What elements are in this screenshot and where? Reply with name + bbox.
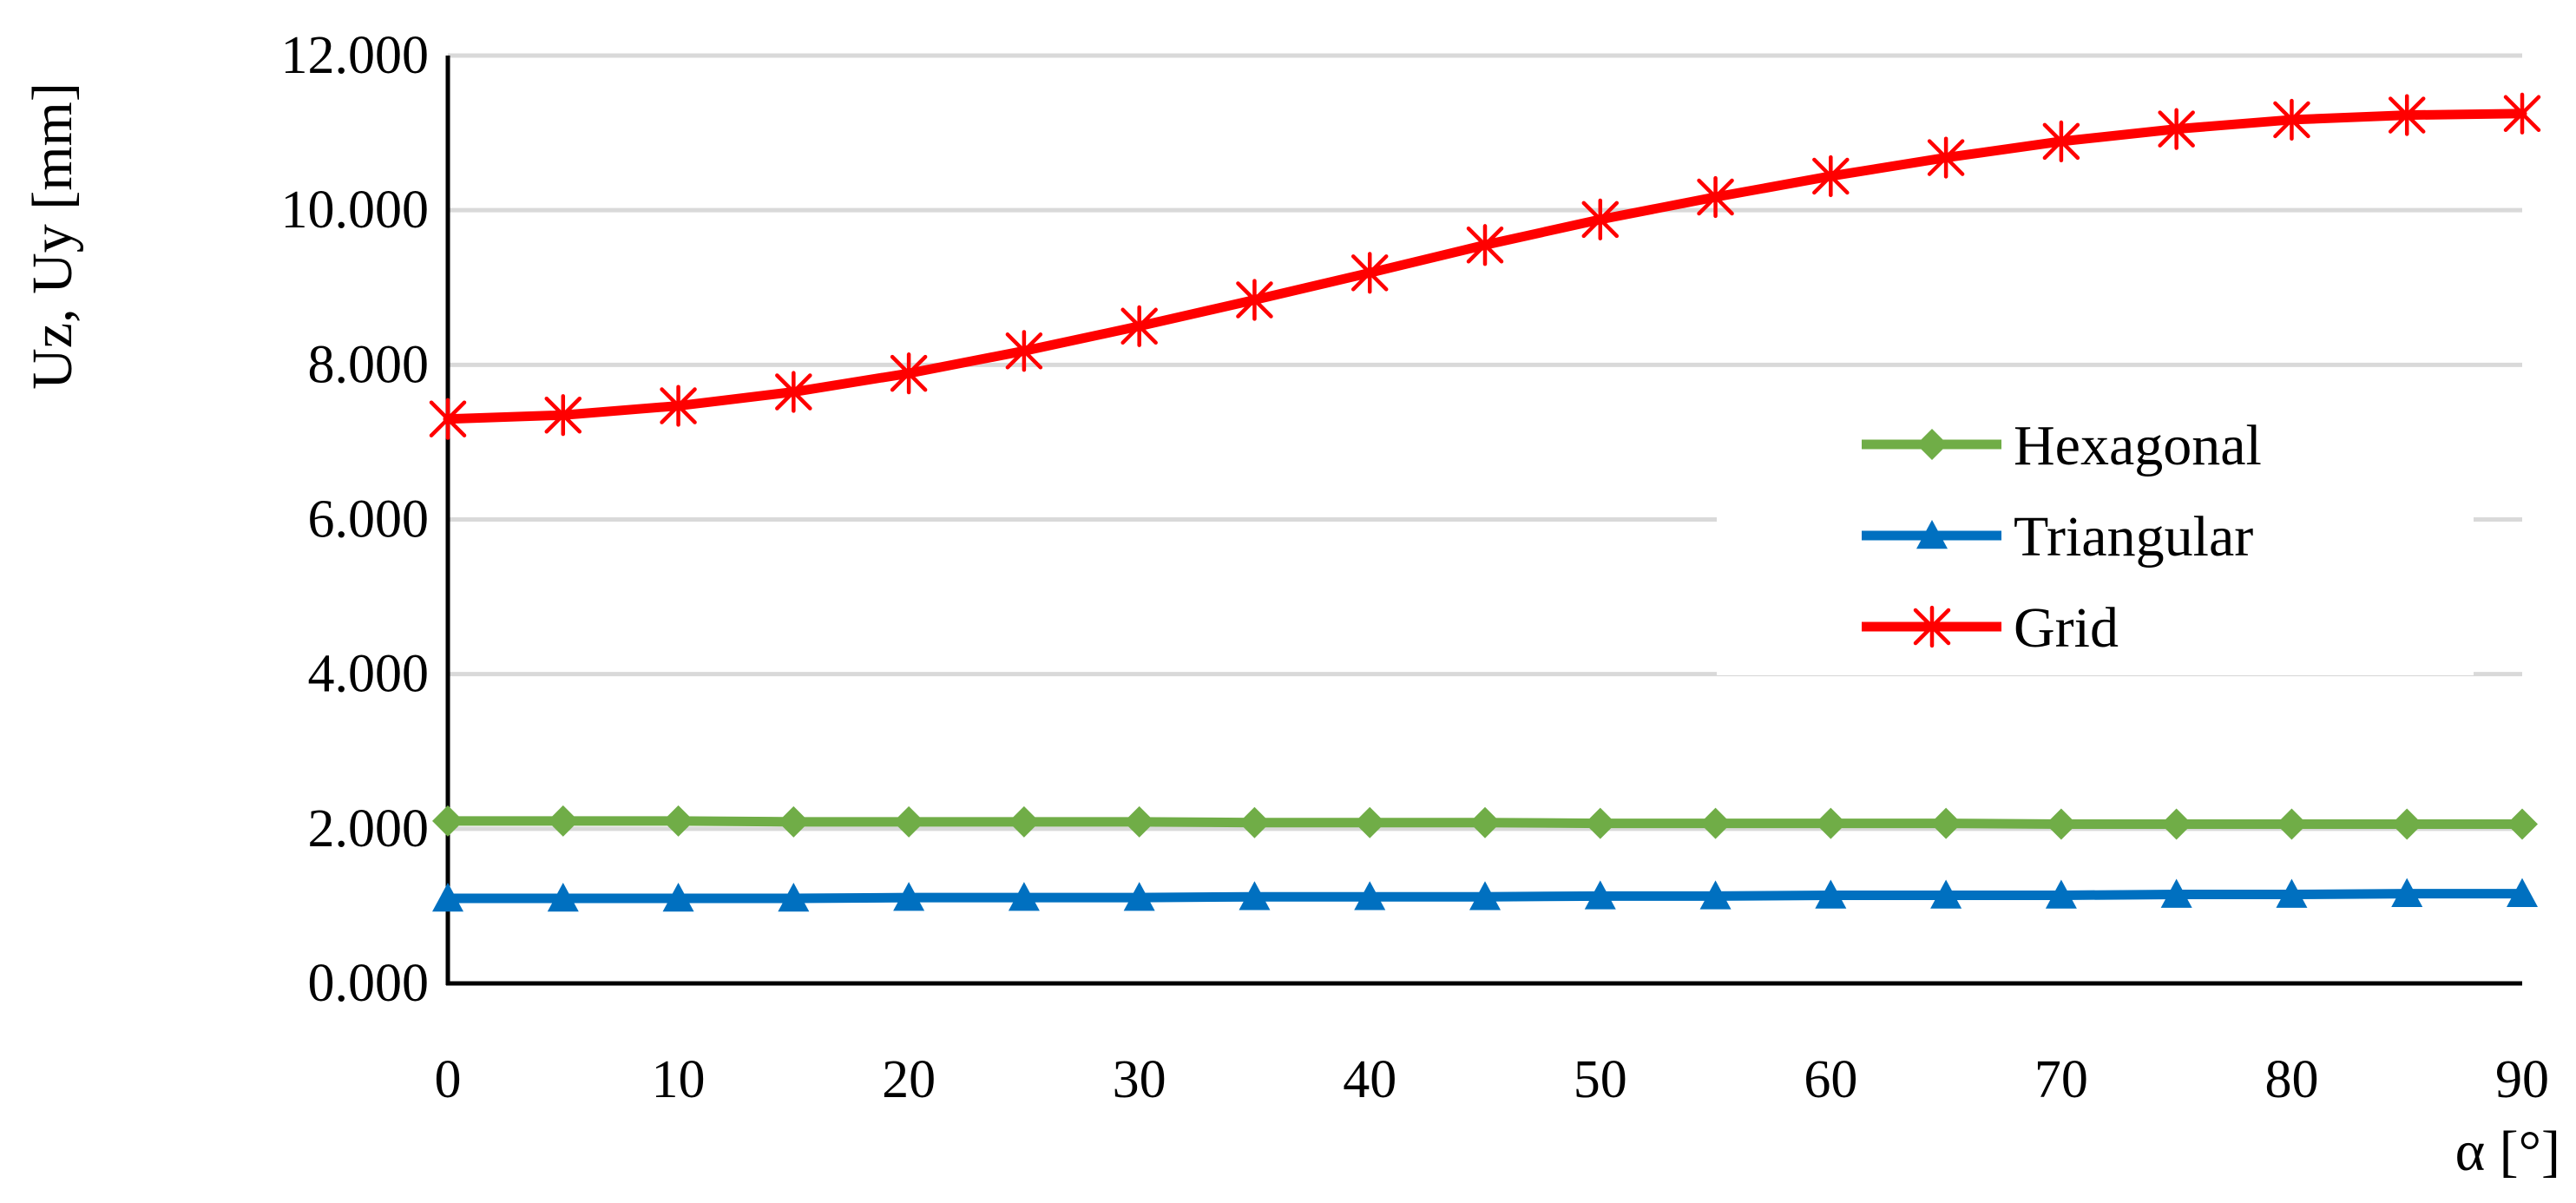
data-point bbox=[1354, 806, 1386, 838]
data-point bbox=[890, 352, 928, 395]
y-tick-label: 6.000 bbox=[308, 490, 430, 549]
data-point bbox=[2045, 808, 2077, 840]
y-tick-label: 10.000 bbox=[281, 181, 430, 240]
data-point bbox=[1123, 805, 1155, 838]
data-point bbox=[432, 805, 463, 837]
data-point bbox=[1815, 807, 1847, 839]
data-point bbox=[1469, 806, 1501, 838]
data-point bbox=[1699, 880, 1732, 910]
x-tick-label: 60 bbox=[1804, 1050, 1857, 1109]
data-point bbox=[1239, 806, 1271, 838]
x-tick-label: 70 bbox=[2034, 1050, 2088, 1109]
y-tick-label: 4.000 bbox=[308, 645, 430, 704]
data-point bbox=[2391, 808, 2423, 840]
data-point bbox=[1466, 224, 1504, 266]
legend-item-hexagonal: Hexagonal bbox=[1862, 414, 2262, 477]
data-point bbox=[2503, 92, 2541, 135]
legend-item-grid: Grid bbox=[1862, 596, 2119, 660]
data-point bbox=[1008, 882, 1040, 911]
x-tick-label: 30 bbox=[1113, 1050, 1166, 1109]
data-point bbox=[2507, 878, 2538, 907]
x-tick-label: 0 bbox=[435, 1050, 462, 1109]
data-point bbox=[775, 371, 812, 413]
y-tick-label: 12.000 bbox=[281, 26, 430, 85]
data-point bbox=[1123, 882, 1155, 911]
data-point bbox=[544, 394, 582, 437]
data-point bbox=[1236, 279, 1273, 321]
x-tick-label: 10 bbox=[652, 1050, 706, 1109]
data-point bbox=[1815, 879, 1847, 909]
data-point bbox=[1008, 805, 1040, 838]
y-tick-label: 2.000 bbox=[308, 799, 430, 858]
y-axis-title: Uz, Uy [mm] bbox=[21, 82, 84, 390]
data-point bbox=[1584, 807, 1616, 839]
legend-label: Triangular bbox=[2014, 505, 2253, 569]
data-point bbox=[1699, 807, 1732, 839]
data-point bbox=[2276, 808, 2308, 840]
data-point bbox=[2160, 878, 2192, 908]
data-point bbox=[1005, 330, 1043, 372]
x-tick-label: 20 bbox=[882, 1050, 936, 1109]
legend-marker bbox=[1916, 429, 1948, 460]
legend-marker bbox=[1913, 605, 1951, 648]
data-point bbox=[547, 805, 579, 837]
data-point bbox=[2273, 98, 2310, 141]
data-point bbox=[2507, 808, 2538, 840]
x-axis-title: α [°] bbox=[2455, 1120, 2560, 1183]
data-point bbox=[893, 805, 925, 838]
y-tick-label: 0.000 bbox=[308, 954, 430, 1013]
data-point bbox=[1239, 881, 1271, 910]
data-point bbox=[1812, 154, 1850, 198]
data-point bbox=[662, 805, 694, 837]
data-point bbox=[893, 882, 925, 911]
legend-item-triangular: Triangular bbox=[1862, 505, 2253, 569]
series bbox=[429, 92, 2541, 912]
y-tick-label: 8.000 bbox=[308, 335, 430, 394]
data-point bbox=[2042, 120, 2080, 162]
legend-marker bbox=[1916, 520, 1948, 549]
data-point bbox=[1930, 807, 1962, 839]
legend: Hexagonal Triangular Grid bbox=[1717, 399, 2474, 675]
series-hexagonal bbox=[432, 805, 2538, 840]
data-point bbox=[1350, 252, 1389, 294]
data-point bbox=[662, 883, 694, 912]
data-point bbox=[2045, 879, 2077, 909]
x-tick-label: 80 bbox=[2264, 1050, 2318, 1109]
data-point bbox=[1697, 175, 1734, 219]
data-point bbox=[1930, 879, 1962, 909]
data-point bbox=[547, 883, 579, 912]
legend-label: Grid bbox=[2014, 596, 2119, 660]
data-point bbox=[660, 385, 697, 427]
data-point bbox=[1120, 305, 1158, 347]
x-tick-label: 40 bbox=[1343, 1050, 1396, 1109]
data-point bbox=[1469, 881, 1501, 910]
series-grid bbox=[429, 92, 2541, 440]
data-point bbox=[1927, 136, 1965, 179]
y-tick-labels: 0.000 2.000 4.000 6.000 8.000 10.000 12.000 bbox=[281, 26, 430, 1013]
data-point bbox=[1354, 881, 1386, 910]
legend-box bbox=[1717, 399, 2474, 675]
series-triangular bbox=[432, 878, 2538, 912]
x-tick-label: 90 bbox=[2495, 1050, 2549, 1109]
x-tick-label: 50 bbox=[1574, 1050, 1627, 1109]
data-point bbox=[2160, 808, 2192, 840]
x-tick-labels: 0 10 20 30 40 50 60 70 80 90 bbox=[435, 1050, 2550, 1109]
data-point bbox=[1581, 198, 1620, 240]
data-point bbox=[2276, 878, 2308, 908]
data-point bbox=[2391, 878, 2423, 907]
data-point bbox=[778, 883, 810, 912]
data-point bbox=[429, 398, 467, 440]
legend-label: Hexagonal bbox=[2014, 414, 2262, 477]
data-point bbox=[432, 883, 463, 912]
data-point bbox=[2158, 108, 2195, 150]
data-point bbox=[2388, 94, 2426, 136]
data-point bbox=[778, 805, 810, 838]
series-line-grid bbox=[443, 108, 2527, 424]
data-point bbox=[1584, 880, 1616, 910]
